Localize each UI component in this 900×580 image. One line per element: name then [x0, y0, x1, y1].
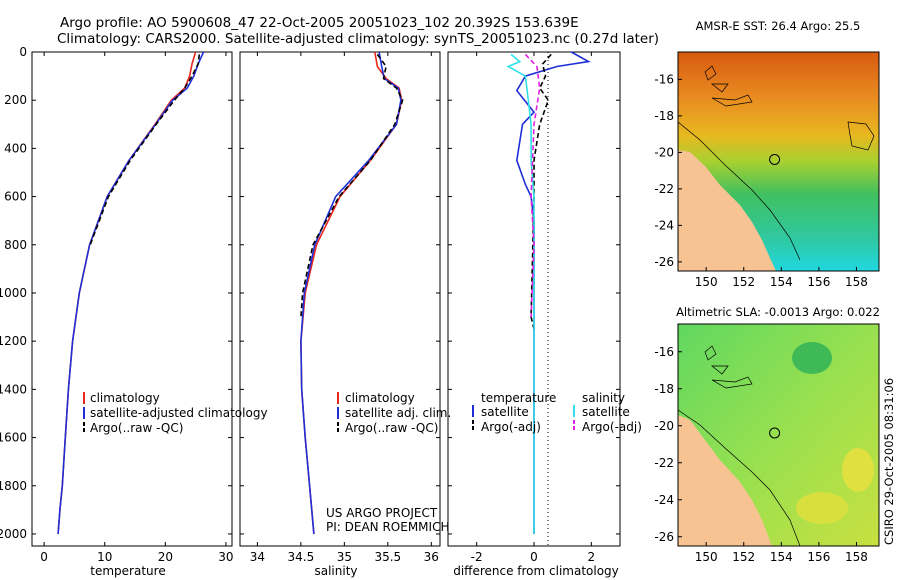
series-line-salinity-argo-adj-	[524, 53, 541, 318]
y-tick-label: 400	[4, 141, 27, 155]
map-y-tick-label: -26	[654, 255, 674, 269]
y-tick-label: 1800	[0, 479, 27, 493]
salinity-panel: 34 34.5 35 35.5 36	[239, 51, 441, 564]
sst-reef-contour	[847, 121, 875, 151]
map-y-tick-label: -22	[654, 182, 674, 196]
sla-anomaly	[792, 342, 832, 374]
sst-map: 150 152 154 156 158 -16 -18 -20 -22 -24 -26	[654, 51, 880, 289]
sst-coast-land	[678, 150, 776, 271]
difference-xlabel: difference from climatology	[453, 564, 619, 578]
salinity-legend: climatology satellite adj. clim. Argo(..…	[337, 391, 451, 435]
difference-legend: temperature satellite Argo(-adj) salinit…	[472, 391, 642, 434]
map-x-tick-label: 154	[770, 275, 793, 289]
sst-profile-marker	[769, 154, 781, 165]
x-tick-label: 35	[337, 550, 352, 564]
y-tick-label: 1000	[0, 286, 27, 300]
map-y-tick-label: -22	[654, 456, 674, 470]
map-y-tick-label: -20	[654, 419, 674, 433]
y-tick-label: 2000	[0, 527, 27, 541]
y-tick-label: 600	[4, 190, 27, 204]
x-tick-label: 0	[530, 550, 538, 564]
x-tick-label: 10	[97, 550, 112, 564]
series-line-argo-raw-qc-	[89, 54, 201, 246]
sla-profile-marker	[769, 427, 781, 439]
sla-shelf-contour	[677, 409, 801, 547]
temperature-xlabel: temperature	[90, 564, 165, 578]
y-tick-label: 800	[4, 238, 27, 252]
legend-climatology: climatology	[90, 391, 160, 405]
y-tick-label: 1400	[0, 382, 27, 396]
map-x-tick-label: 150	[695, 275, 718, 289]
legend-salinity-satellite: satellite	[582, 405, 630, 419]
map-y-tick-label: -24	[654, 493, 674, 507]
legend-climatology-sal: climatology	[345, 391, 415, 405]
sla-reef-islands	[704, 345, 753, 389]
x-tick-label: 34	[250, 550, 265, 564]
legend-argo: Argo(..raw -QC)	[90, 421, 183, 435]
x-tick-label: 2	[588, 550, 596, 564]
series-line-satellite-adj-clim-	[300, 51, 402, 535]
legend-satellite-sal: satellite adj. clim.	[345, 406, 451, 420]
map-y-tick-label: -24	[654, 218, 674, 232]
map-x-tick-label: 152	[732, 275, 755, 289]
map-x-tick-label: 156	[807, 275, 830, 289]
credit-line2: PI: DEAN ROEMMICH	[326, 520, 449, 534]
map-x-tick-label: 150	[695, 550, 718, 564]
map-x-tick-label: 158	[845, 550, 868, 564]
map-y-tick-label: -18	[654, 382, 674, 396]
legend-temperature-heading: temperature	[481, 391, 556, 405]
x-tick-label: 0	[40, 550, 48, 564]
sla-map: 150 152 154 156 158 -16 -18 -20 -22 -24 -26	[654, 323, 880, 564]
map-y-tick-label: -16	[654, 72, 674, 86]
series-line-temperature-argo-adj-	[530, 53, 552, 330]
x-tick-label: 34.5	[288, 550, 315, 564]
series-line-temperature-satellite	[515, 51, 591, 534]
temperature-panel: 0 10 20 30 0 200 400 600 800 1000 1200 1400 1600 1800…	[0, 45, 234, 564]
legend-salinity-heading: salinity	[582, 391, 625, 405]
map-y-tick-label: -20	[654, 145, 674, 159]
x-tick-label: -2	[471, 550, 483, 564]
series-line-argo-raw-qc-	[300, 53, 404, 318]
legend-temperature-argo: Argo(-adj)	[481, 420, 541, 434]
timestamp-side-label: CSIRO 29-Oct-2005 08:31:06	[882, 378, 896, 545]
series-line-salinity-satellite	[506, 53, 535, 534]
y-tick-label: 0	[19, 45, 27, 59]
difference-panel: -2 0 2	[447, 51, 621, 564]
map-x-tick-label: 152	[732, 550, 755, 564]
sst-map-title: AMSR-E SST: 26.4 Argo: 25.5	[696, 19, 861, 33]
sla-coast-land	[678, 415, 772, 546]
y-tick-label: 1600	[0, 431, 27, 445]
map-y-tick-label: -16	[654, 345, 674, 359]
sla-map-title: Altimetric SLA: -0.0013 Argo: 0.022	[676, 305, 880, 319]
legend-argo-sal: Argo(..raw -QC)	[345, 421, 438, 435]
legend-satellite-adjusted: satellite-adjusted climatology	[90, 406, 268, 420]
x-tick-label: 35.5	[374, 550, 401, 564]
map-x-tick-label: 154	[770, 550, 793, 564]
x-tick-label: 30	[218, 550, 233, 564]
sla-anomaly	[842, 448, 874, 492]
salinity-xlabel: salinity	[314, 564, 357, 578]
y-tick-label: 1200	[0, 334, 27, 348]
figure-title-line1: Argo profile: AO 5900608_47 22-Oct-2005 …	[60, 15, 579, 31]
sla-anomaly	[796, 492, 848, 524]
legend-salinity-argo: Argo(-adj)	[582, 420, 642, 434]
legend-temperature-satellite: satellite	[481, 405, 529, 419]
credit-line1: US ARGO PROJECT	[326, 506, 438, 520]
x-tick-label: 20	[158, 550, 173, 564]
y-tick-label: 200	[4, 93, 27, 107]
figure-title-line2: Climatology: CARS2000. Satellite-adjuste…	[57, 31, 659, 47]
map-x-tick-label: 156	[807, 550, 830, 564]
sst-reef-islands	[704, 65, 753, 107]
temperature-legend: climatology satellite-adjusted climatolo…	[83, 391, 268, 435]
sst-shelf-contour	[677, 121, 801, 261]
map-x-tick-label: 158	[845, 275, 868, 289]
map-y-tick-label: -26	[654, 530, 674, 544]
x-tick-label: 36	[424, 550, 439, 564]
series-line-climatology	[300, 51, 403, 535]
map-y-tick-label: -18	[654, 109, 674, 123]
series-line-satellite-adjusted-climatology	[57, 51, 205, 535]
